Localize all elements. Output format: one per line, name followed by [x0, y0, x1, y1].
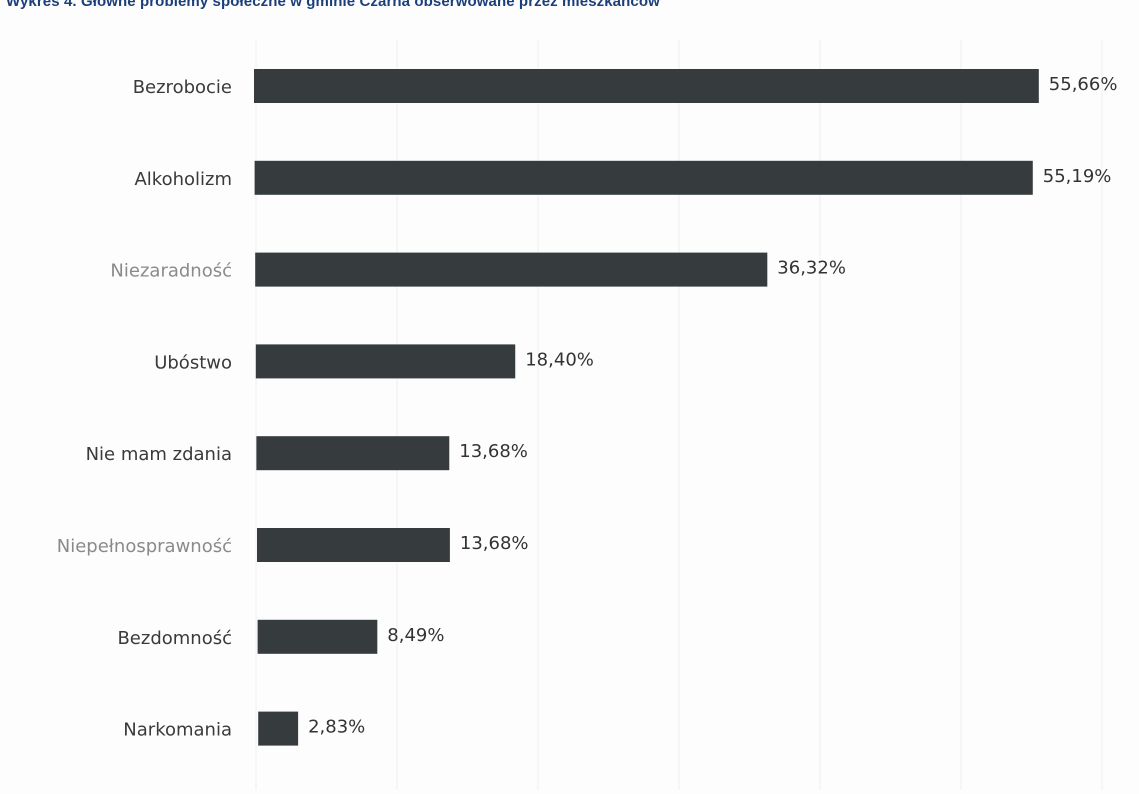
value-label: 2,83%	[308, 717, 365, 738]
bar	[254, 160, 1033, 195]
value-label: 8,49%	[387, 625, 444, 646]
category-label: Alkoholizm	[134, 169, 232, 190]
labels: Bezrobocie 55,66% Alkoholizm 55,19% Niezarad…	[57, 74, 1118, 741]
value-label: 13,68%	[460, 533, 529, 554]
value-label: 55,19%	[1043, 166, 1112, 187]
category-label: Bezdomność	[117, 628, 232, 649]
bar	[254, 69, 1039, 103]
chart-title: Wykres 4. Główne problemy społeczne w gm…	[6, 0, 660, 10]
value-label: 36,32%	[777, 258, 846, 279]
value-label: 18,40%	[525, 349, 594, 370]
bar	[257, 619, 378, 654]
category-label: Ubóstwo	[154, 352, 232, 373]
category-label: Nie mam zdania	[86, 444, 232, 465]
bar	[255, 344, 516, 379]
bar	[255, 252, 768, 287]
value-label: 13,68%	[459, 441, 528, 462]
gridlines	[255, 40, 1103, 790]
bars	[254, 69, 1039, 746]
category-label: Niezaradność	[110, 261, 232, 282]
category-label: Bezrobocie	[133, 77, 232, 98]
category-label: Niepełnosprawność	[57, 536, 232, 557]
bar	[258, 711, 299, 746]
bar	[256, 436, 450, 471]
category-label: Narkomania	[123, 720, 232, 741]
value-label: 55,66%	[1049, 74, 1118, 95]
bar	[257, 528, 450, 562]
